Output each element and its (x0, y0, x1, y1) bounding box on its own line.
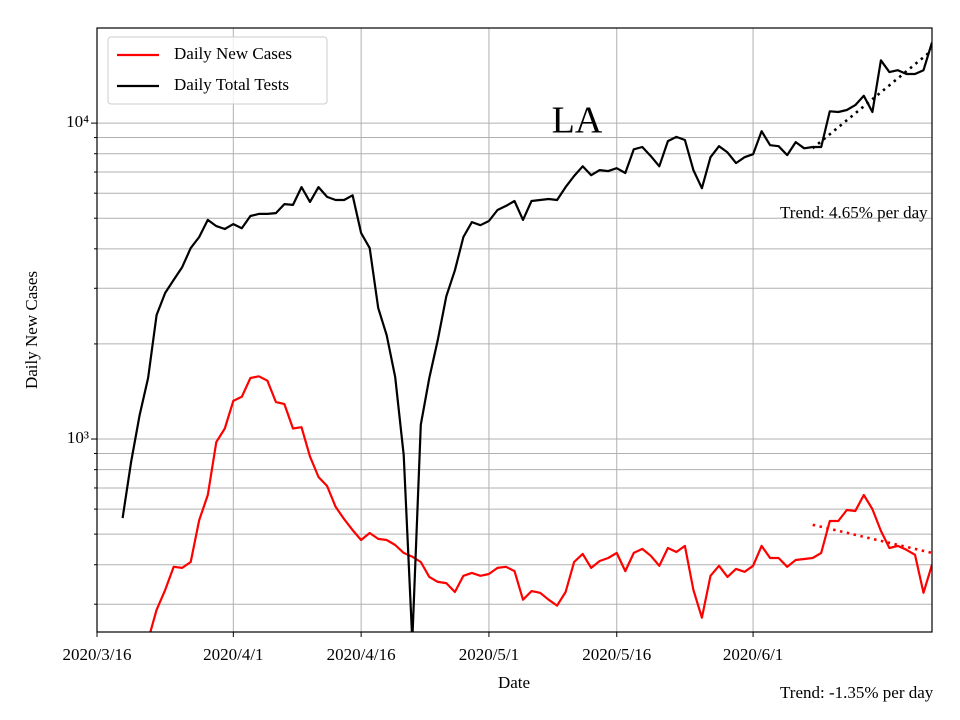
x-tick-label: 2020/5/1 (459, 645, 519, 664)
legend-box (107, 36, 328, 105)
y-axis-label: Daily New Cases (22, 271, 41, 389)
x-tick-label: 2020/4/16 (327, 645, 396, 664)
grid (96, 28, 932, 632)
x-tick-label: 2020/5/16 (582, 645, 651, 664)
x-tick-label: 2020/4/1 (203, 645, 263, 664)
trend-label: Trend: -1.35% per day (780, 683, 934, 702)
chart-title: LA (552, 100, 603, 142)
trend-label: Trend: 4.65% per day (780, 203, 928, 222)
series-line (121, 42, 932, 632)
x-tick-label: 2020/6/1 (723, 645, 783, 664)
plot-lines (121, 42, 932, 632)
y-tick-label: 10³ (67, 428, 89, 447)
legend: Daily New Cases Daily Total Tests (107, 36, 328, 105)
x-tick-label: 2020/3/16 (63, 645, 132, 664)
x-axis-label: Date (498, 673, 530, 692)
trend-line (811, 49, 932, 150)
plot-frame (96, 27, 933, 633)
series-line (149, 375, 932, 632)
legend-label: Daily Total Tests (174, 75, 289, 94)
y-tick-label: 10⁴ (66, 112, 89, 131)
legend-label: Daily New Cases (174, 44, 292, 63)
